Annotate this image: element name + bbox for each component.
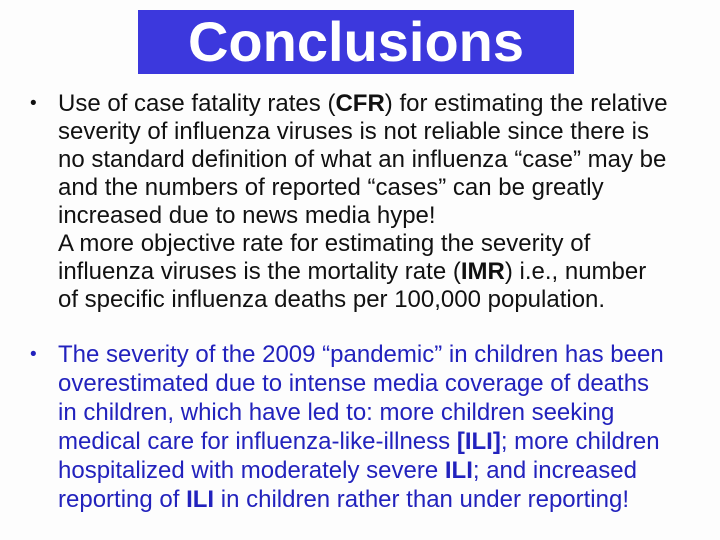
- text-segment: of specific influenza deaths per 100,000…: [58, 286, 606, 313]
- text-segment: ) i.e., number: [504, 258, 647, 285]
- bullet-text: Use of case fatality rates (CFR) for est…: [58, 90, 692, 314]
- text-segment: IMR: [460, 258, 505, 285]
- text-segment: severity of influenza viruses is not rel…: [58, 118, 649, 145]
- slide-body: • Use of case fatality rates (CFR) for e…: [30, 90, 692, 514]
- bullet-text: The severity of the 2009 “pandemic” in c…: [58, 340, 692, 514]
- text-segment: influenza viruses is the mortality rate …: [58, 258, 461, 285]
- text-segment: ) for estimating the relative: [384, 90, 668, 117]
- title-bar: Conclusions: [138, 10, 574, 74]
- text-segment: CFR: [335, 90, 385, 117]
- text-segment: Use of case fatality rates (: [58, 90, 336, 117]
- bullet-dot: •: [30, 93, 37, 114]
- text-segment: medical care for influenza-like-illness: [58, 428, 457, 455]
- slide-title: Conclusions: [187, 10, 525, 73]
- text-segment: overestimated due to intense media cover…: [58, 370, 650, 397]
- text-segment: ILI: [444, 457, 473, 484]
- text-segment: ILI: [186, 486, 215, 513]
- text-segment: no standard definition of what an influe…: [58, 146, 667, 173]
- bullet-item-cfr-imr: • Use of case fatality rates (CFR) for e…: [30, 90, 692, 314]
- text-segment: in children, which have led to: more chi…: [58, 399, 615, 426]
- text-segment: ; more children: [500, 428, 660, 455]
- text-segment: increased due to news media hype!: [58, 202, 436, 229]
- bullet-item-pandemic-severity: • The severity of the 2009 “pandemic” in…: [30, 340, 692, 514]
- text-segment: reporting of: [58, 486, 187, 513]
- text-segment: [ILI]: [456, 428, 501, 455]
- text-segment: in children rather than under reporting!: [214, 486, 629, 513]
- bullet-dot: •: [30, 344, 37, 365]
- text-segment: and the numbers of reported “cases” can …: [58, 174, 604, 201]
- text-segment: ; and increased: [472, 457, 637, 484]
- text-segment: A more objective rate for estimating the…: [58, 230, 591, 257]
- text-segment: The severity of the 2009 “pandemic” in c…: [58, 341, 664, 368]
- text-segment: hospitalized with moderately severe: [58, 457, 445, 484]
